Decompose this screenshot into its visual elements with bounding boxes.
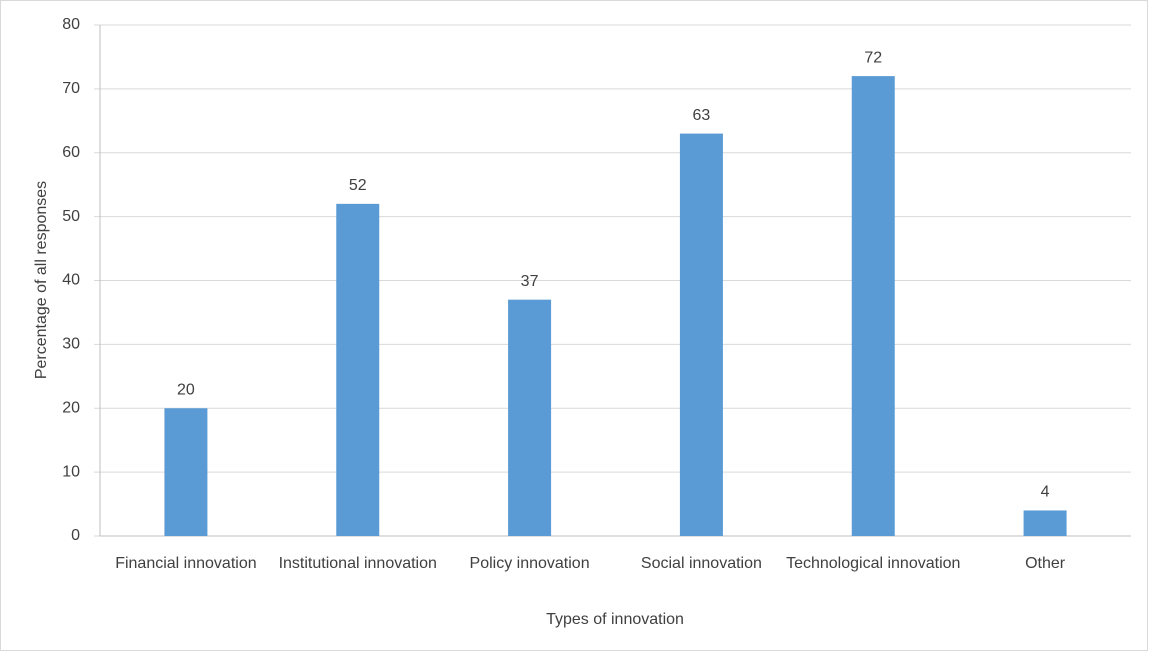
y-tick-label: 20 [62,399,80,416]
data-label: 20 [177,381,195,398]
y-tick-label: 40 [62,272,80,289]
x-tick-label: Institutional innovation [279,555,437,572]
data-label: 37 [521,273,539,290]
y-tick-label: 60 [62,144,80,161]
bar [336,203,380,536]
y-tick-label: 30 [62,336,80,353]
data-label: 63 [693,107,711,124]
x-tick-label: Financial innovation [115,555,256,572]
y-tick-label: 10 [62,463,80,480]
y-tick-label: 0 [71,527,80,544]
data-label: 52 [349,177,367,194]
data-label: 4 [1041,484,1050,501]
data-label: 72 [864,49,882,66]
bar [1023,510,1067,536]
y-tick-label: 80 [62,16,80,33]
bar [679,133,723,536]
y-axis-title: Percentage of all responses [33,181,50,379]
x-tick-label: Technological innovation [786,555,960,572]
y-tick-label: 50 [62,208,80,225]
x-tick-label: Other [1025,555,1066,572]
y-tick-label: 70 [62,80,80,97]
bar [508,299,552,536]
x-tick-label: Social innovation [641,555,762,572]
bar [851,76,895,536]
bar [164,408,208,536]
x-axis-title: Types of innovation [546,611,684,628]
x-tick-label: Policy innovation [470,555,590,572]
